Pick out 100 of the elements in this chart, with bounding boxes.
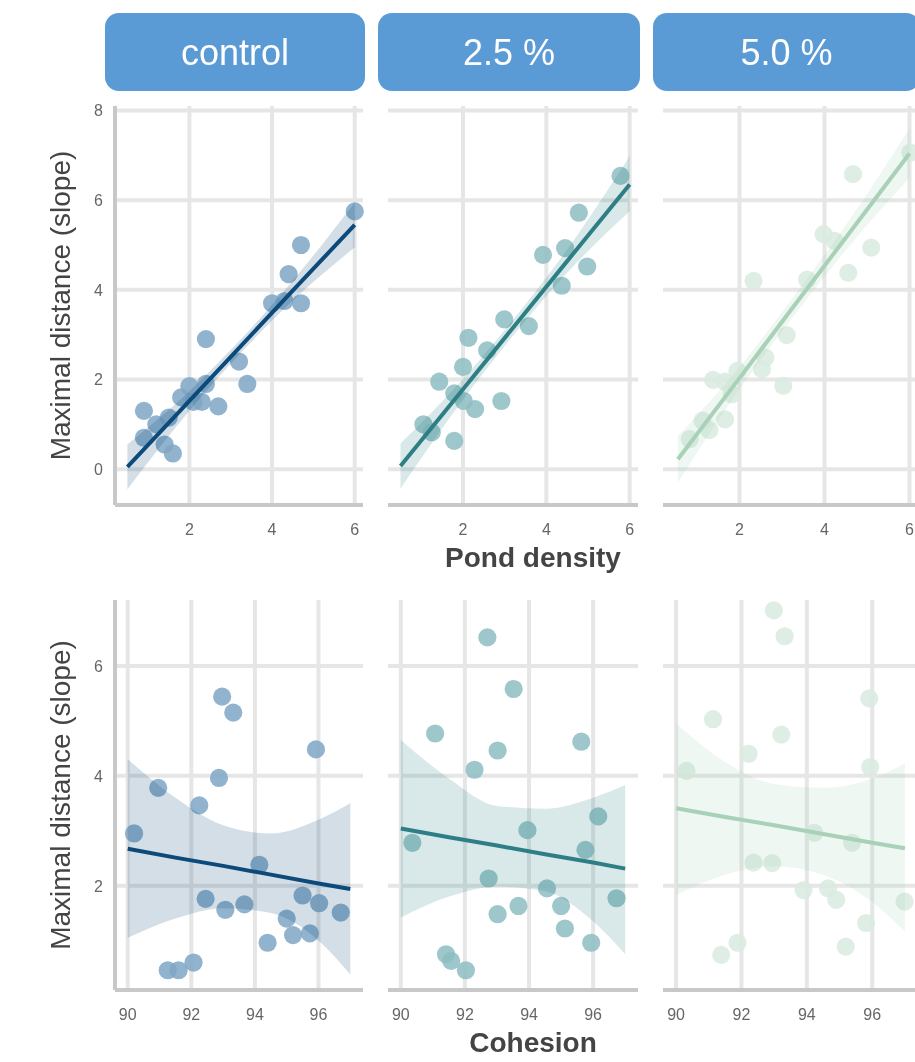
point — [794, 880, 813, 900]
line-series — [125, 846, 353, 891]
point — [551, 896, 571, 916]
chart-title: 5.0 % — [740, 32, 833, 73]
y-tick-label: 8 — [94, 102, 104, 120]
x-tick-label: 4 — [541, 521, 551, 538]
point — [728, 933, 747, 952]
point — [134, 401, 154, 420]
point — [772, 725, 791, 744]
point — [453, 357, 473, 376]
point — [149, 778, 168, 797]
point — [442, 951, 461, 970]
point — [291, 294, 311, 313]
point — [403, 833, 422, 852]
point — [827, 890, 846, 909]
point — [430, 372, 449, 391]
point — [456, 961, 475, 980]
point — [196, 330, 216, 349]
point — [582, 933, 601, 952]
y-tick-label: 0 — [94, 461, 104, 479]
point — [345, 202, 364, 221]
point — [509, 896, 528, 916]
point — [229, 352, 249, 371]
point — [163, 444, 182, 463]
x-tick-label: 6 — [625, 521, 635, 538]
x-axis-title: Pond density — [445, 542, 622, 573]
point — [258, 933, 277, 952]
point — [843, 165, 863, 184]
point — [519, 317, 538, 336]
x-tick-label: 92 — [182, 1006, 201, 1023]
point — [478, 628, 497, 647]
x-tick-label: 4 — [267, 521, 277, 538]
point — [291, 235, 311, 255]
point — [279, 265, 298, 284]
y-tick-label: 6 — [94, 192, 104, 210]
point — [839, 263, 858, 282]
point — [488, 905, 507, 924]
y-tick-label: 6 — [94, 657, 104, 675]
point — [518, 821, 537, 840]
point — [209, 768, 229, 788]
point — [169, 961, 188, 980]
y-tick-label: 2 — [94, 877, 104, 895]
x-tick-label: 92 — [732, 1006, 751, 1023]
line-series — [125, 222, 357, 469]
x-tick-label: 90 — [667, 1006, 686, 1023]
point — [607, 889, 626, 908]
point — [533, 245, 553, 264]
point — [744, 271, 763, 290]
point — [495, 310, 514, 329]
point — [703, 710, 723, 729]
x-tick-label: 96 — [584, 1006, 603, 1023]
point — [578, 257, 597, 276]
point — [192, 392, 211, 411]
point — [488, 741, 507, 760]
point — [293, 886, 312, 905]
point — [572, 732, 591, 751]
point — [479, 869, 498, 888]
point — [555, 239, 575, 258]
point — [426, 724, 445, 743]
x-tick-label: 96 — [309, 1006, 328, 1023]
point — [213, 687, 232, 706]
point — [677, 761, 696, 780]
point — [763, 854, 782, 873]
point — [552, 276, 571, 295]
y-tick-label: 2 — [94, 371, 104, 389]
point — [224, 703, 243, 722]
x-tick-label: 2 — [458, 521, 468, 538]
x-tick-label: 94 — [520, 1006, 539, 1023]
point — [777, 326, 796, 345]
point — [184, 953, 203, 972]
point — [196, 889, 215, 908]
point — [712, 945, 731, 964]
point — [569, 203, 588, 222]
y-tick-label: 4 — [94, 281, 104, 299]
point — [744, 853, 763, 872]
x-tick-label: 90 — [118, 1006, 137, 1023]
point — [180, 377, 199, 396]
point — [537, 879, 557, 898]
point — [576, 840, 595, 860]
point — [235, 895, 254, 914]
chart-title: 2.5 % — [462, 32, 556, 73]
point — [492, 391, 511, 411]
x-axis-title: Cohesion — [469, 1027, 597, 1058]
point — [555, 919, 575, 938]
chart-title: control — [180, 32, 290, 73]
point — [862, 238, 881, 257]
point — [836, 937, 855, 956]
x-tick-label: 6 — [350, 521, 360, 538]
point — [459, 328, 478, 347]
x-tick-label: 4 — [820, 521, 830, 538]
point — [277, 909, 296, 928]
point — [775, 627, 794, 646]
x-tick-label: 92 — [456, 1006, 474, 1023]
point — [310, 894, 329, 913]
point — [611, 166, 630, 186]
point — [589, 807, 608, 826]
y-axis-title: Maximal distance (slope) — [45, 150, 76, 461]
point — [306, 740, 326, 759]
point — [895, 892, 914, 911]
point — [124, 824, 144, 843]
